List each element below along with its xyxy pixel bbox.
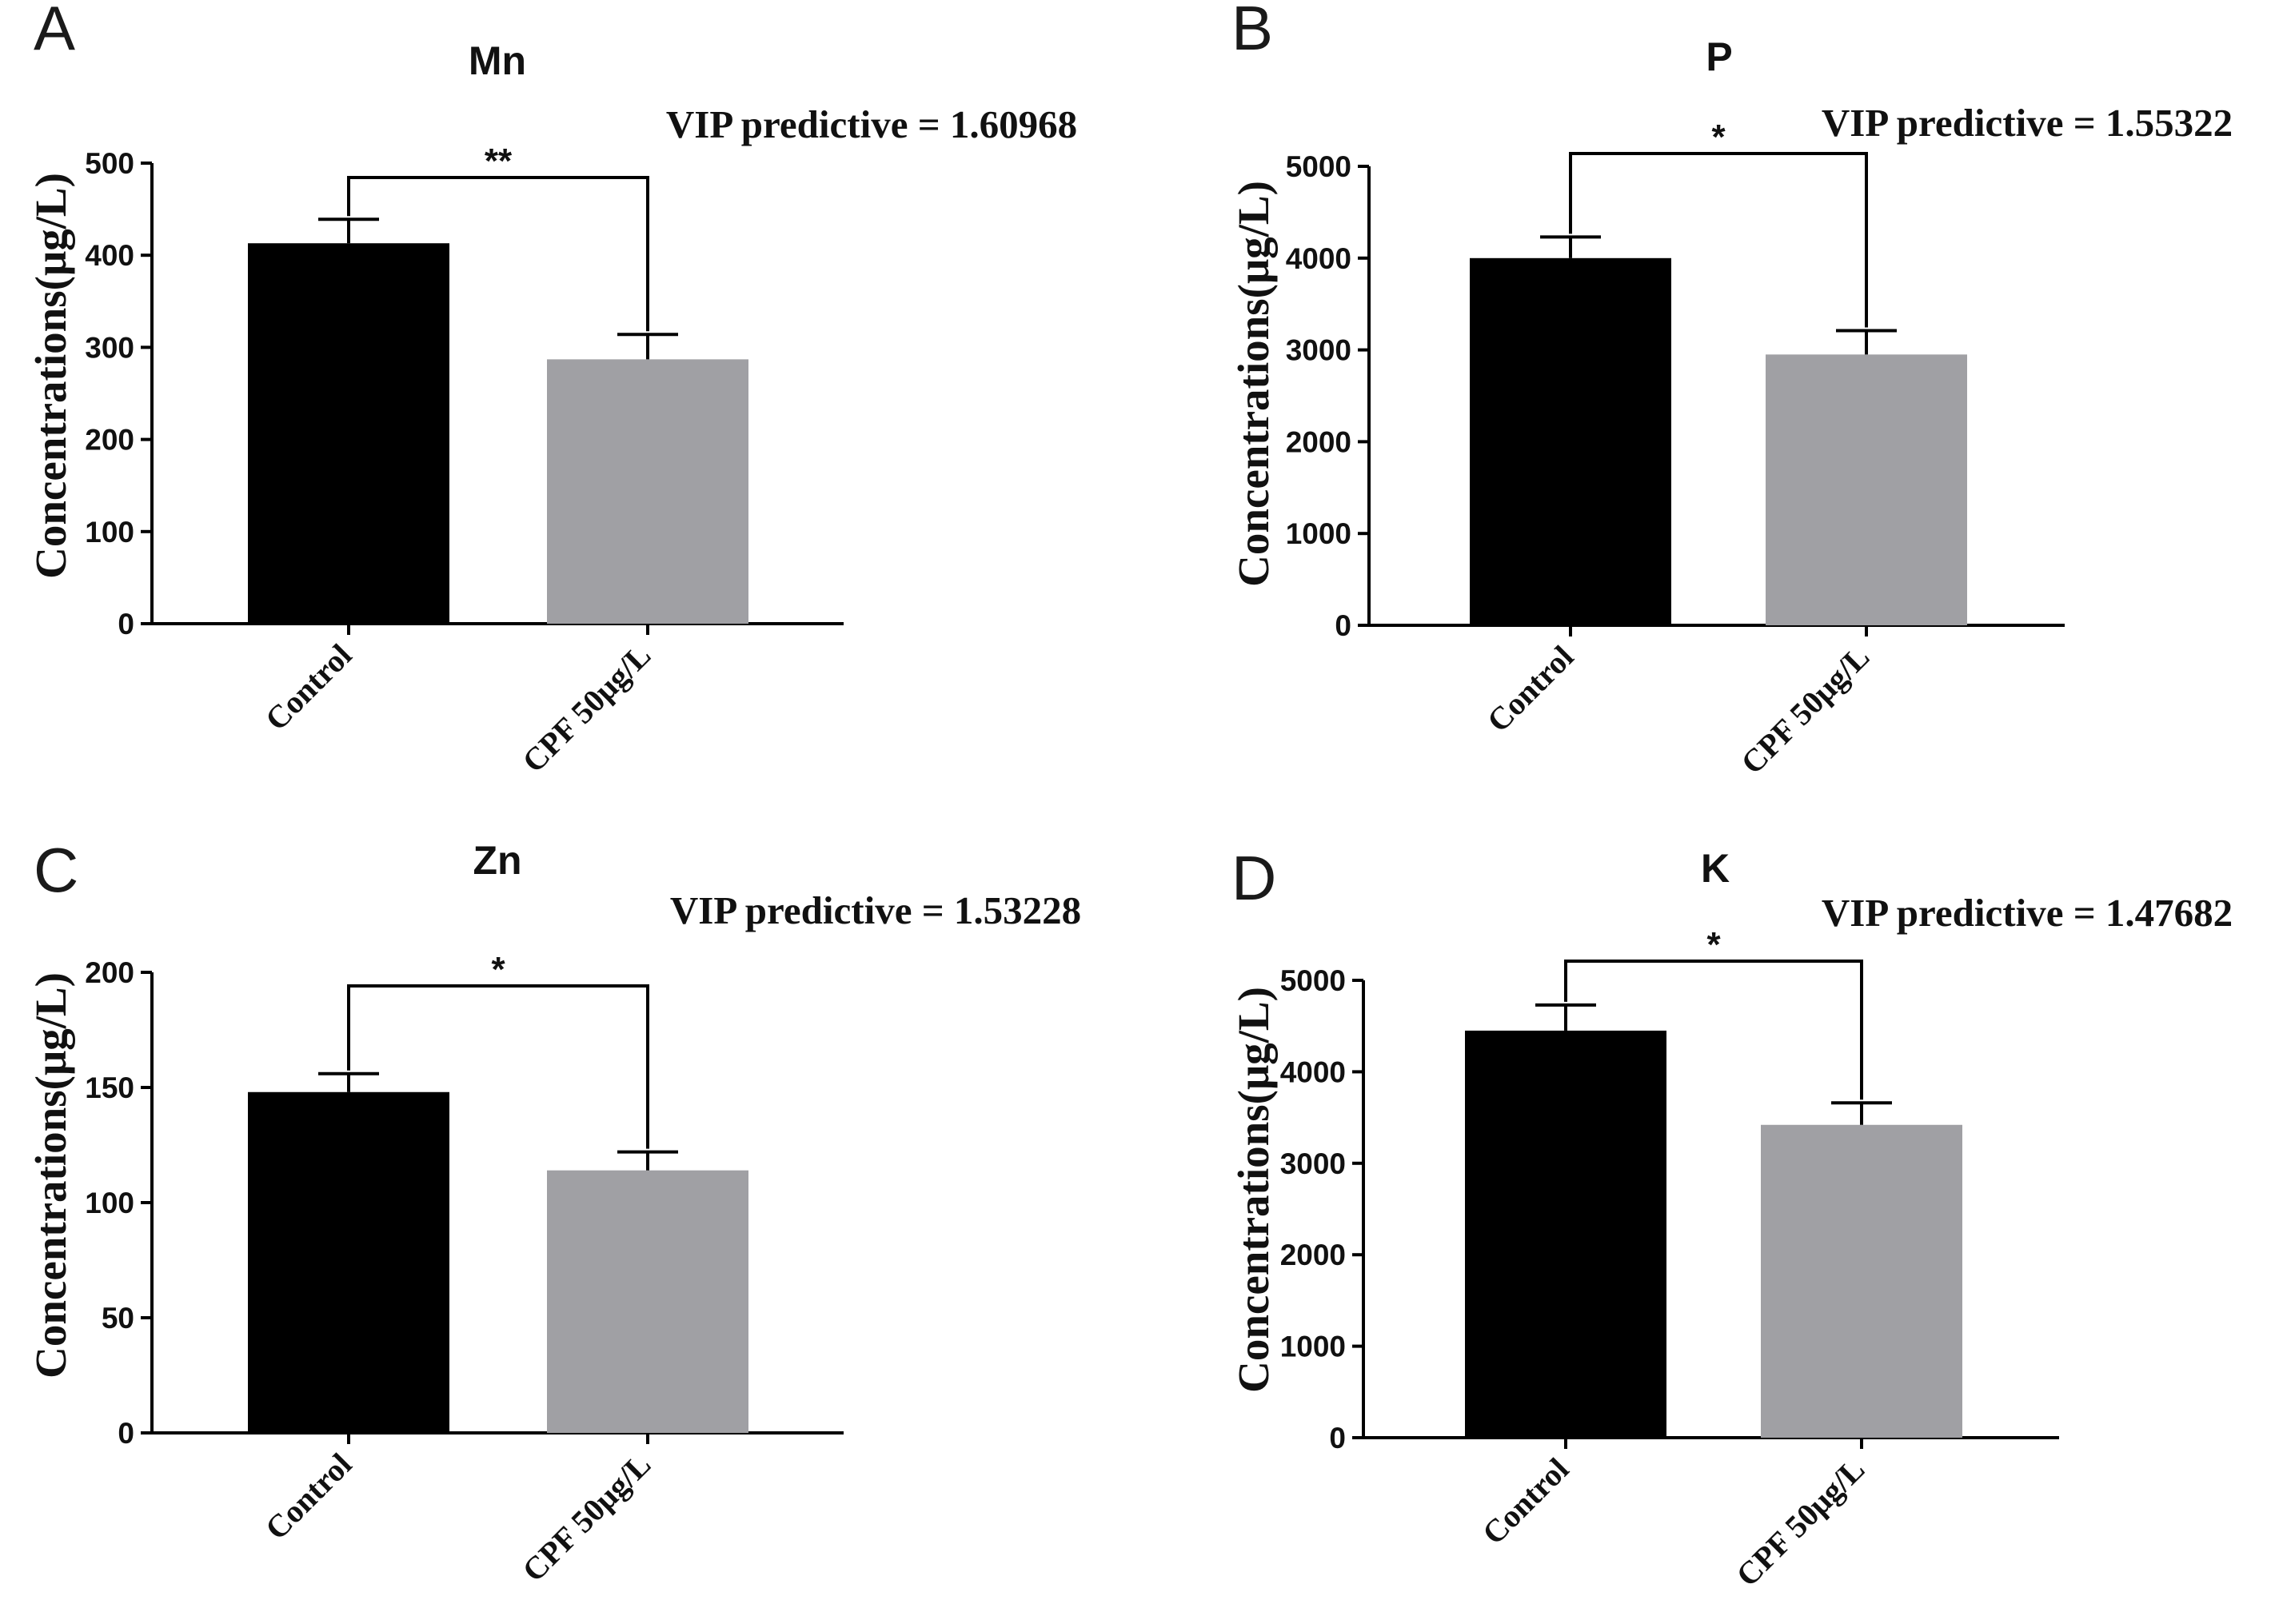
significance-marker: *: [491, 950, 505, 989]
y-tick-label: 2000: [1280, 1239, 1346, 1271]
y-tick-label: 3000: [1286, 334, 1351, 367]
y-tick-label: 3000: [1280, 1147, 1346, 1180]
panel-letter: B: [1231, 0, 1273, 63]
y-tick-label: 0: [1335, 609, 1351, 642]
y-axis-label: Concentrations(μg/L): [1229, 181, 1278, 587]
vip-annotation: VIP predictive = 1.53228: [670, 888, 1081, 932]
chart-title: Zn: [473, 838, 521, 883]
bar-control: [1470, 257, 1671, 625]
y-tick-label: 1000: [1280, 1331, 1346, 1363]
significance-bracket: [1564, 960, 1863, 1100]
x-tick-label: CPF 50μg/L: [1734, 639, 1876, 781]
y-tick-label: 5000: [1280, 964, 1346, 997]
y-tick-label: 0: [1329, 1422, 1346, 1454]
x-tick-label: Control: [258, 1446, 359, 1547]
y-tick-label: 4000: [1280, 1055, 1346, 1088]
significance-marker: *: [1711, 118, 1726, 157]
y-tick-label: 200: [85, 956, 134, 989]
y-tick-label: 400: [85, 239, 134, 272]
y-axis-label: Concentrations(μg/L): [26, 173, 75, 579]
y-tick-label: 2000: [1286, 425, 1351, 458]
significance-marker: **: [485, 142, 513, 181]
x-tick-label: Control: [1475, 1451, 1576, 1552]
y-tick-label: 50: [102, 1302, 134, 1335]
y-axis-label: Concentrations(μg/L): [26, 972, 75, 1379]
y-tick-label: 300: [85, 331, 134, 364]
panel-letter: A: [34, 0, 75, 63]
bar-cpf: [1761, 1124, 1962, 1438]
chart-panel-C: C Zn VIP predictive = 1.53228 Concentration…: [26, 835, 1081, 1589]
chart-title: P: [1706, 34, 1732, 79]
bar-cpf: [547, 1170, 748, 1433]
y-tick-label: 100: [85, 516, 134, 549]
x-tick-label: CPF 50μg/L: [515, 637, 657, 780]
vip-annotation: VIP predictive = 1.60968: [666, 102, 1077, 146]
y-axis-label: Concentrations(μg/L): [1229, 987, 1278, 1393]
bar-control: [248, 243, 449, 624]
bar-control: [248, 1091, 449, 1433]
y-tick-label: 0: [118, 1417, 134, 1450]
chart-title: Mn: [469, 38, 526, 83]
chart-panel-D: D K VIP predictive = 1.47682 Concentrations…: [1229, 843, 2233, 1594]
significance-marker: *: [1706, 925, 1721, 964]
significance-bracket: [1569, 152, 1868, 328]
x-tick-label: CPF 50μg/L: [1729, 1451, 1871, 1594]
vip-annotation: VIP predictive = 1.47682: [1822, 891, 2233, 935]
bar-control: [1465, 1030, 1666, 1438]
x-tick-label: Control: [258, 637, 359, 738]
panel-letter: D: [1231, 843, 1276, 913]
chart-panel-B: B P VIP predictive = 1.55322 Concentrations…: [1229, 0, 2233, 781]
x-tick-label: Control: [1480, 639, 1581, 740]
chart-panel-A: A Mn VIP predictive = 1.60968 Concentration…: [26, 0, 1077, 780]
y-tick-label: 200: [85, 424, 134, 457]
y-tick-label: 0: [118, 608, 134, 640]
vip-annotation: VIP predictive = 1.55322: [1822, 101, 2233, 145]
bar-cpf: [1766, 354, 1967, 625]
y-tick-label: 500: [85, 147, 134, 180]
x-tick-label: CPF 50μg/L: [515, 1446, 657, 1589]
y-tick-label: 5000: [1286, 150, 1351, 183]
y-tick-label: 100: [85, 1187, 134, 1219]
y-tick-label: 150: [85, 1071, 134, 1104]
panel-letter: C: [34, 835, 78, 905]
bar-cpf: [547, 359, 748, 624]
y-tick-label: 4000: [1286, 242, 1351, 275]
significance-bracket: [347, 984, 649, 1149]
significance-bracket: [347, 176, 649, 332]
y-tick-label: 1000: [1286, 517, 1351, 550]
chart-title: K: [1701, 846, 1730, 891]
